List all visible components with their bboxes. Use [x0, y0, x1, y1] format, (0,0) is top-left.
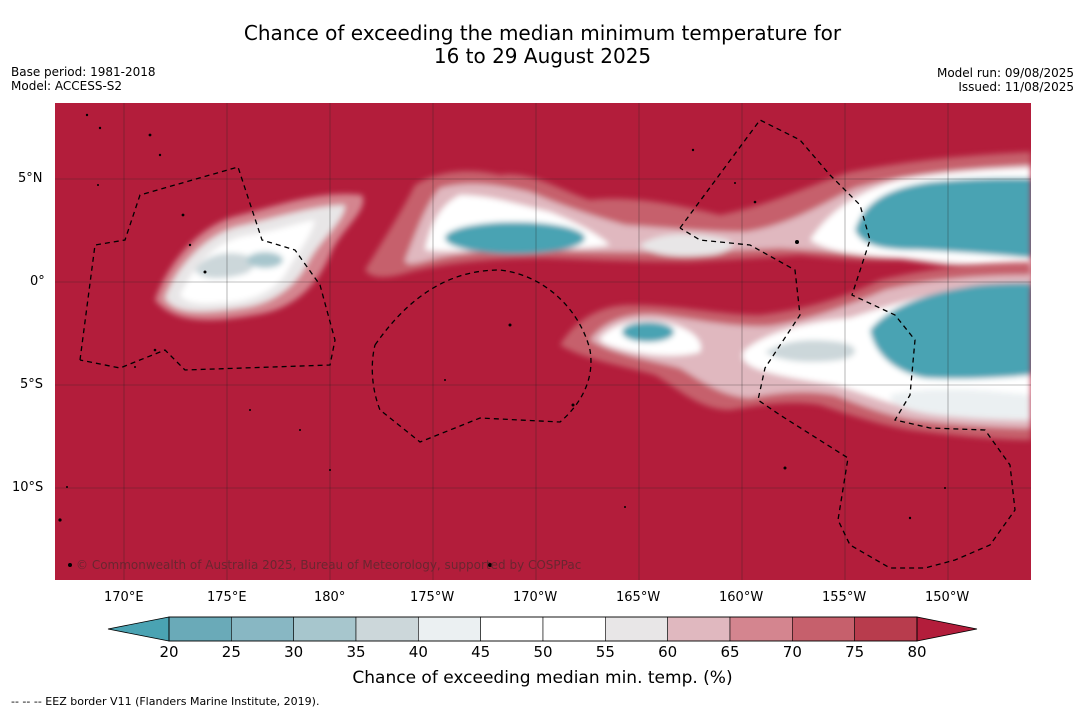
- colorbar-segment: [231, 616, 294, 642]
- lat-label-5n: 5°N: [18, 171, 43, 186]
- colorbar-tick-label: 80: [907, 643, 927, 661]
- eez-borders: [79, 119, 1016, 569]
- map-title-line2: 16 to 29 August 2025: [433, 44, 652, 68]
- colorbar-segment: [667, 616, 731, 642]
- anomaly-south-band: [560, 262, 1031, 440]
- lon-label-170e: 170°E: [104, 590, 144, 605]
- colorbar-tick-label: 65: [720, 643, 740, 661]
- colorbar-tick-label: 40: [408, 643, 428, 661]
- colorbar-segment: [168, 616, 232, 642]
- lat-label-5s: 5°S: [20, 377, 44, 392]
- colorbar-label: Chance of exceeding median min. temp. (%…: [352, 668, 733, 688]
- colorbar-tick-label: 75: [845, 643, 865, 661]
- map-title-line1: Chance of exceeding the median minimum t…: [243, 21, 842, 45]
- colorbar-tick-label: 20: [159, 643, 179, 661]
- colorbar-segment: [418, 616, 481, 642]
- lon-label-165w: 165°W: [616, 590, 661, 605]
- colorbar-segment: [792, 616, 855, 642]
- copyright-notice: © Commonwealth of Australia 2025, Bureau…: [76, 558, 582, 572]
- colorbar: [107, 616, 978, 642]
- model-name: Model: ACCESS-S2: [11, 79, 123, 93]
- lon-label-175w: 175°W: [410, 590, 455, 605]
- colorbar-segment: [605, 616, 668, 642]
- eez-footnote: -- -- -- EEZ border V11 (Flanders Marine…: [11, 695, 320, 708]
- model-run: Model run: 09/08/2025: [936, 66, 1074, 80]
- colorbar-over-arrow: [917, 617, 977, 641]
- islands: [58, 113, 946, 567]
- lon-label-175e: 175°E: [207, 590, 247, 605]
- colorbar-tick-label: 70: [782, 643, 802, 661]
- meta-left: Base period: 1981-2018 Model: ACCESS-S2: [11, 65, 156, 93]
- anomaly-west: [155, 194, 364, 320]
- meta-right: Model run: 09/08/2025 Issued: 11/08/2025: [937, 66, 1074, 94]
- base-period: Base period: 1981-2018: [11, 65, 156, 79]
- colorbar-tick-label: 55: [595, 643, 615, 661]
- colorbar-tick-label: 45: [471, 643, 491, 661]
- lat-label-10s: 10°S: [12, 480, 44, 495]
- colorbar-under-arrow: [108, 617, 169, 641]
- lon-label-180: 180°: [314, 590, 346, 605]
- colorbar-segment: [542, 616, 606, 642]
- map-area: [55, 103, 1031, 580]
- colorbar-tick-label: 50: [533, 643, 553, 661]
- lon-label-170w: 170°W: [513, 590, 558, 605]
- colorbar-tick-label: 25: [221, 643, 241, 661]
- anomaly-north-band: [365, 152, 1031, 290]
- colorbar-segment: [355, 616, 419, 642]
- colorbar-tick-label: 60: [658, 643, 678, 661]
- colorbar-segment: [480, 616, 544, 642]
- colorbar-segment: [854, 616, 918, 642]
- colorbar-segment: [293, 616, 357, 642]
- issued-date: Issued: 11/08/2025: [958, 80, 1074, 94]
- colorbar-tick-label: 35: [346, 643, 366, 661]
- graticule: [55, 103, 1031, 580]
- lon-label-155w: 155°W: [822, 590, 867, 605]
- lon-label-150w: 150°W: [925, 590, 970, 605]
- colorbar-tick-label: 30: [284, 643, 304, 661]
- colorbar-segment: [729, 616, 793, 642]
- lon-label-160w: 160°W: [719, 590, 764, 605]
- lat-label-0: 0°: [30, 274, 45, 289]
